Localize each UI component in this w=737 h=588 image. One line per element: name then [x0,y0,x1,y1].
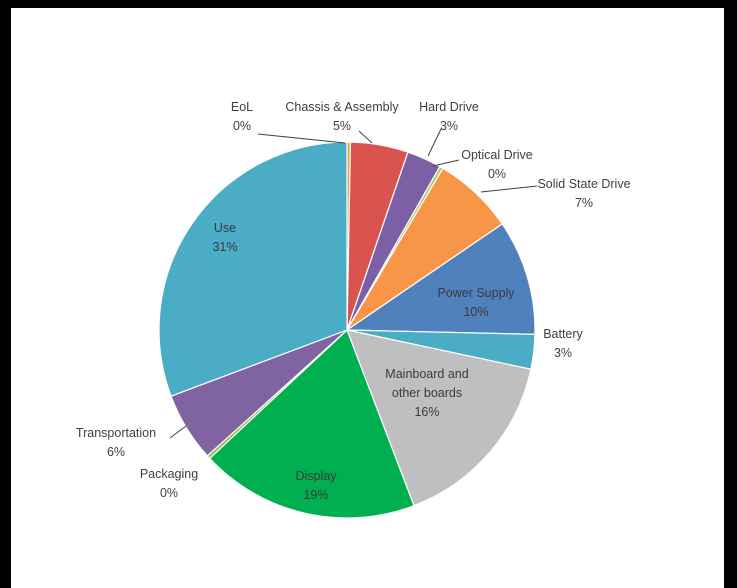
slice-value-transportation: 6% [107,445,125,459]
pie-slice-display [208,328,415,519]
slice-label-power-supply: Power Supply [437,286,515,300]
leader-line-optical-drive [432,159,460,167]
slice-value-battery: 3% [554,346,572,360]
slice-label-transportation: Transportation [76,426,156,440]
slice-label-display: Display [296,469,338,483]
slice-value-eol: 0% [233,119,251,133]
slice-label-mainboard-and-other-boards: Mainboard and other boards [385,367,468,400]
leader-line-eol [257,133,346,144]
leader-line-solid-state-drive [480,185,538,193]
slice-value-packaging: 0% [160,486,178,500]
pie-slice-power-supply [345,223,536,336]
slice-value-solid-state-drive: 7% [575,196,593,210]
slice-value-mainboard-and-other-boards: 16% [414,405,439,419]
slice-label-eol: EoL [231,100,253,114]
slice-value-use: 31% [212,240,237,254]
pie-slice-mainboard-and-other-boards [346,329,532,507]
slice-label-optical-drive: Optical Drive [461,148,533,162]
slice-value-power-supply: 10% [463,305,488,319]
slice-value-chassis-assembly: 5% [333,119,351,133]
slice-label-solid-state-drive: Solid State Drive [537,177,630,191]
slice-label-hard-drive: Hard Drive [419,100,479,114]
slice-label-battery: Battery [543,327,583,341]
pie-slice-use [158,141,348,397]
slice-label-use: Use [214,221,236,235]
slice-value-display: 19% [303,488,328,502]
slice-label-packaging: Packaging [140,467,198,481]
leader-line-transportation [169,425,187,439]
slice-value-optical-drive: 0% [488,167,506,181]
slice-label-chassis-assembly: Chassis & Assembly [285,100,399,114]
leader-line-chassis-assembly [358,130,373,144]
leader-line-hard-drive [427,128,442,157]
slice-value-hard-drive: 3% [440,119,458,133]
